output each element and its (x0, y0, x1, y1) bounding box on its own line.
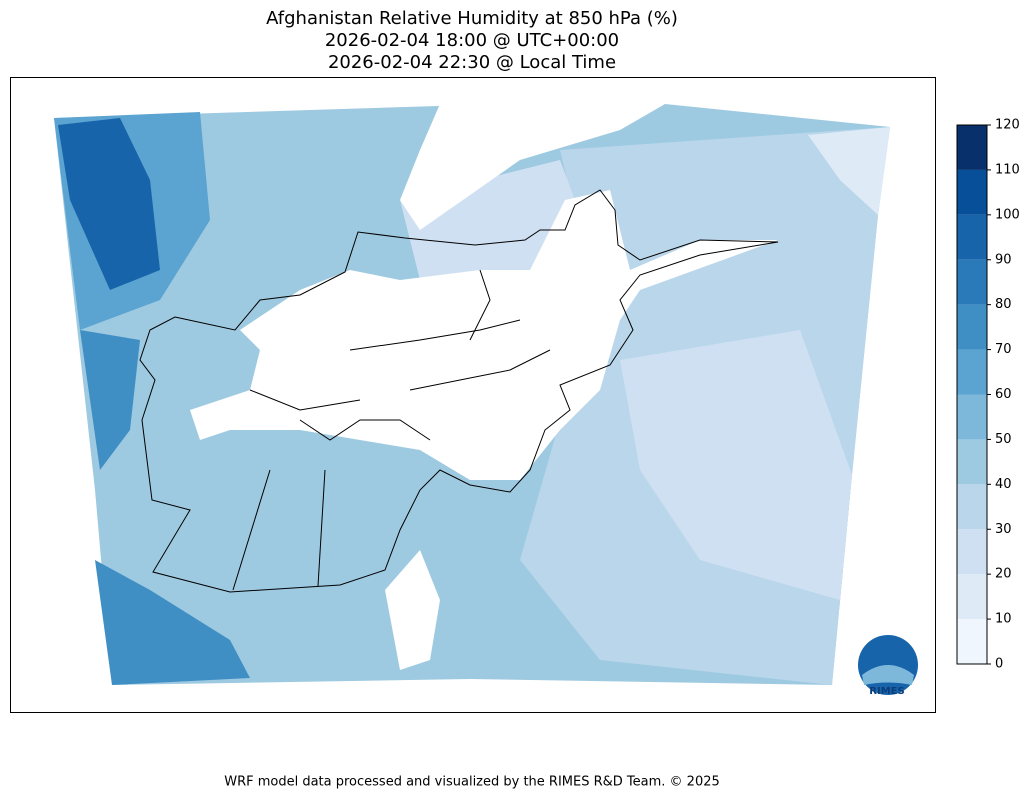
map: RIMES (10, 77, 936, 713)
colorbar-level (957, 125, 987, 170)
footer: WRF model data processed and visualized … (224, 775, 720, 790)
colorbar-level (957, 439, 987, 485)
colorbar-tick-label: 100 (995, 207, 1020, 222)
colorbar-level (957, 304, 987, 350)
colorbar-level (957, 169, 987, 215)
colorbar-tick-label: 0 (995, 657, 1003, 672)
colorbar-tick-label: 80 (995, 297, 1012, 312)
colorbar-level (957, 574, 987, 620)
colorbar-tick-label: 120 (995, 118, 1020, 133)
colorbar-level (957, 214, 987, 260)
logo-text: RIMES (869, 686, 904, 697)
colorbar-level (957, 529, 987, 575)
field (620, 330, 852, 600)
colorbar-tick-label: 90 (995, 252, 1012, 267)
country-boundary (139, 189, 779, 593)
title-line: 2026-02-04 22:30 @ Local Time (328, 52, 616, 73)
title-line: 2026-02-04 18:00 @ UTC+00:00 (325, 30, 619, 51)
missing (385, 550, 440, 670)
colorbar: 0 10 20 30 40 50 60 70 80 90 100 110 120 (956, 118, 1020, 672)
field (95, 560, 250, 685)
colorbar-level (957, 259, 987, 305)
colorbar-tick-label: 10 (995, 612, 1012, 627)
colorbar-tick-label: 60 (995, 387, 1012, 402)
colorbar-level (957, 619, 987, 664)
missing (400, 104, 665, 230)
colorbar-tick-label: 30 (995, 522, 1012, 537)
title-line: Afghanistan Relative Humidity at 850 hPa… (266, 8, 678, 29)
colorbar-tick-label: 40 (995, 477, 1012, 492)
colorbar-tick-label: 20 (995, 567, 1012, 582)
colorbar-tick-label: 70 (995, 342, 1012, 357)
colorbar-level (957, 394, 987, 440)
colorbar-tick-label: 110 (995, 162, 1020, 177)
logo: RIMES (858, 635, 918, 697)
field (58, 118, 160, 290)
logo-wave (862, 665, 914, 685)
colorbar-level (957, 484, 987, 530)
colorbar-tick-label: 50 (995, 432, 1012, 447)
colorbar-level (957, 349, 987, 395)
missing (190, 190, 778, 480)
field (808, 127, 890, 215)
field (80, 330, 140, 470)
